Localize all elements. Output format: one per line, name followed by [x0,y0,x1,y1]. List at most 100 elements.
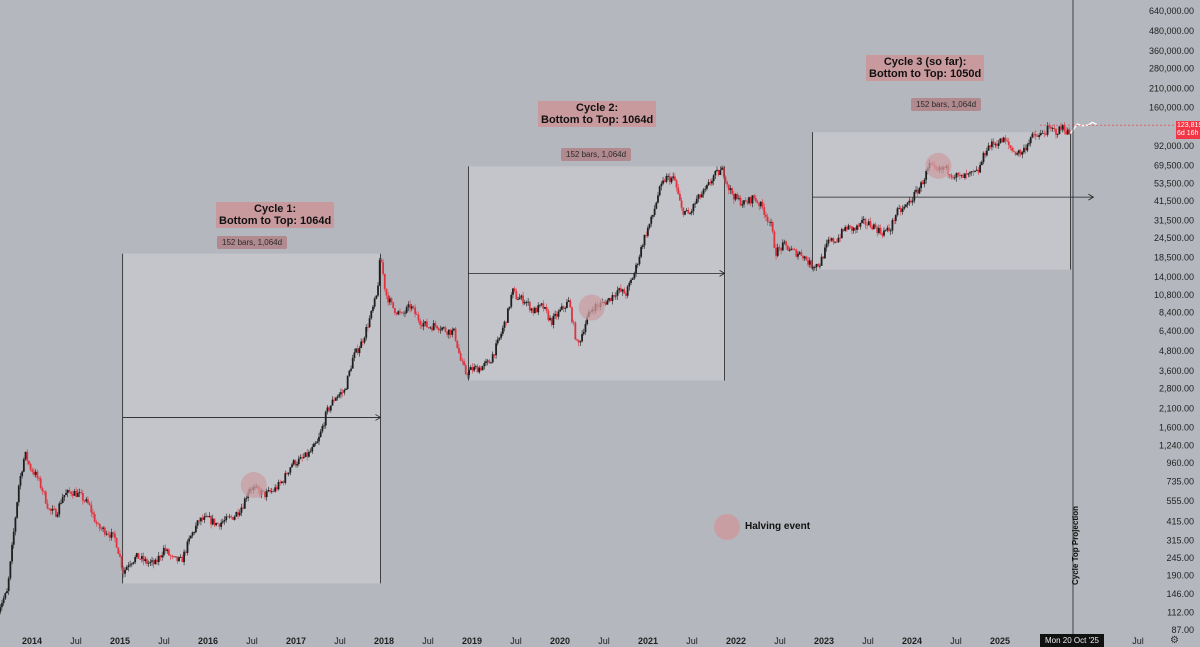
candle-body [200,517,202,522]
candle-body [29,463,32,470]
candle-body [665,176,668,182]
candle-body [400,312,403,314]
candle-body [198,520,201,522]
cycle-2-bars-label: 152 bars, 1,064d [561,148,632,161]
candle-body [294,460,297,466]
candle-body [641,245,644,248]
candle-body [554,313,557,316]
candle-body [486,360,489,362]
candle-body [1044,134,1047,135]
candle-body [879,227,882,234]
y-tick-label: 3,600.00 [1159,366,1194,376]
y-tick-label: 31,500.00 [1154,215,1194,225]
candle-body [193,532,196,533]
candle-body [274,487,277,492]
candle-body [704,188,707,190]
candle-body [493,354,496,356]
candle-body [854,227,857,230]
candle-body [78,492,81,493]
candle-body [948,174,951,176]
candle-body [132,562,135,564]
candle-body [71,493,74,496]
candle-body [1038,135,1041,137]
candle-body [859,222,862,227]
candle-body [159,555,162,558]
candle-body [1066,129,1069,135]
candle-body [840,229,843,239]
candle-body [134,557,137,563]
candle-body [491,354,494,363]
candle-body [732,193,735,200]
candle-body [559,309,562,312]
candle-body [709,182,712,184]
candle-body [388,298,391,303]
candle-body [240,507,243,513]
candle-body [1055,128,1057,135]
candle-body [560,306,563,310]
candle-body [301,457,304,459]
x-tick-label: 2018 [374,636,394,646]
candle-body [994,143,997,145]
candle-body [1065,131,1068,135]
candle-body [508,306,511,309]
candle-body [124,569,126,574]
candle-body [781,242,784,251]
cycle-3-box [812,132,1071,270]
candle-body [184,551,187,553]
candle-body [447,329,450,335]
candle-body [365,326,368,338]
candle-body [208,516,211,518]
candle-body [287,472,290,475]
candle-body [893,220,895,221]
y-tick-label: 160,000.00 [1149,102,1194,112]
candle-body [677,187,680,194]
candle-body [215,523,218,526]
candle-body [512,288,514,295]
candle-body [606,300,609,305]
candle-body [653,208,656,216]
candle-body [422,323,425,327]
candle-body [68,489,71,492]
candle-body [120,556,123,568]
candle-body [151,560,153,562]
x-tick-label: 2022 [726,636,746,646]
candle-body [286,473,288,475]
candle-body [572,322,575,323]
candle-body [81,492,84,501]
y-tick-label: 24,500.00 [1154,233,1194,243]
candle-body [363,337,366,343]
candle-body [523,302,526,304]
gear-icon[interactable]: ⚙ [1170,635,1179,646]
candle-body [417,314,420,321]
candle-body [302,456,305,458]
candle-body [267,490,270,492]
x-tick-label: Jul [686,636,698,646]
candle-body [872,224,875,230]
candle-body [80,492,83,493]
candle-body [279,481,282,483]
candle-body [299,457,302,459]
candle-body [645,234,648,236]
candle-body [115,537,118,548]
candle-body [829,239,831,241]
cycle-2-arrow-head [719,270,726,277]
candle-body [744,200,747,202]
candle-body [714,171,717,176]
candle-body [1048,125,1051,127]
candle-body [471,367,474,371]
x-tick-label: 2016 [198,636,218,646]
candle-body [984,152,987,156]
candle-body [773,231,776,248]
candle-body [547,310,550,321]
candle-body [972,171,975,173]
candle-body [87,499,89,504]
candle-body [412,306,415,308]
candle-body [818,265,821,267]
candle-body [1034,134,1037,137]
candle-body [685,210,688,212]
candle-body [324,411,327,426]
candle-body [280,481,283,483]
candle-body [56,514,59,517]
halving-marker-2 [578,294,605,321]
